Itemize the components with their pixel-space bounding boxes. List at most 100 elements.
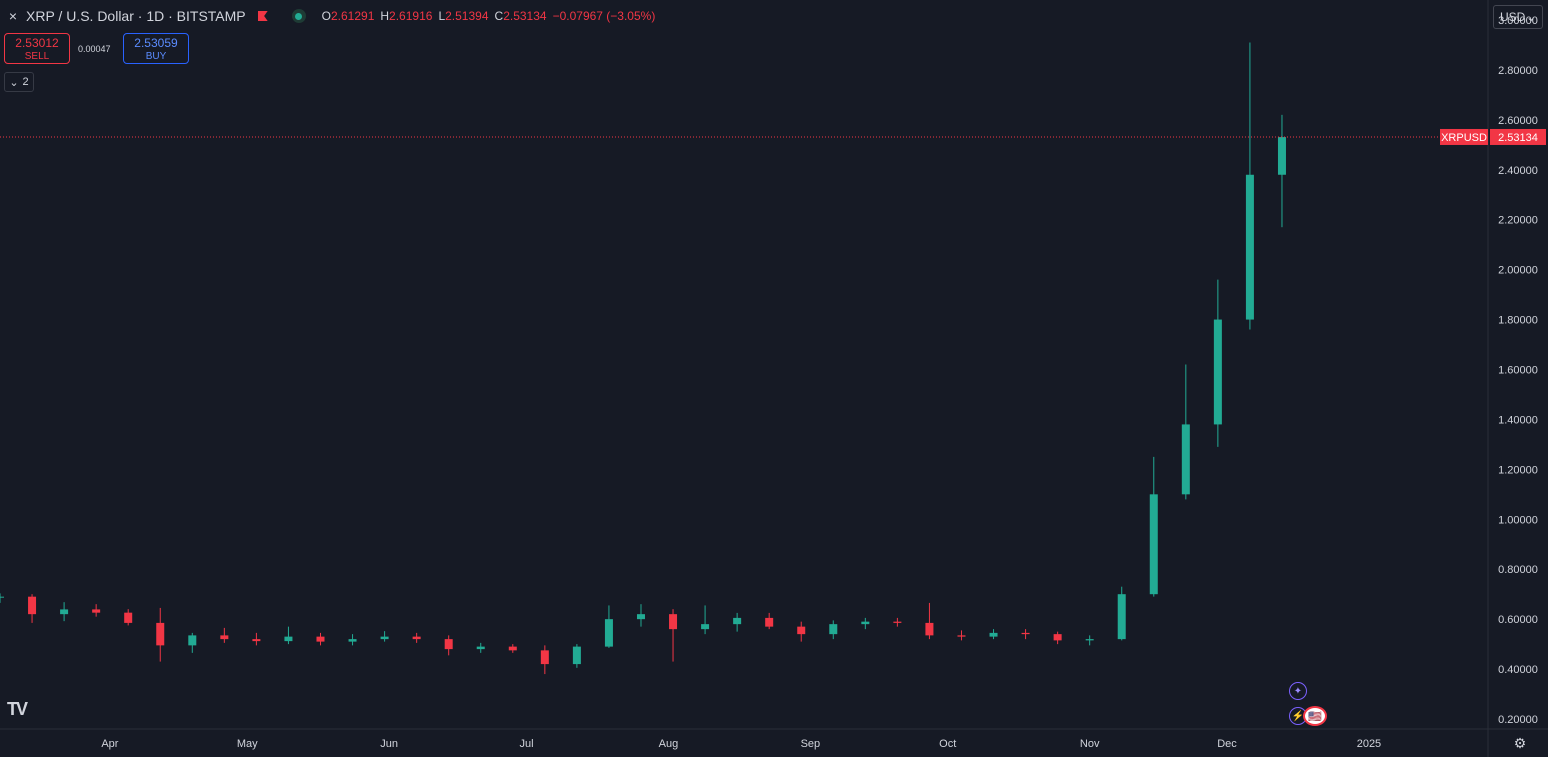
price-axis[interactable]: 0.20000 0.40000 0.60000 0.80000 1.00000 1.200… bbox=[1498, 15, 1538, 726]
last-price-label-bg bbox=[1490, 128, 1546, 145]
indicator-count: 2 bbox=[22, 76, 29, 88]
x-tick-label: 2025 bbox=[1357, 738, 1381, 750]
y-tick-label: 1.40000 bbox=[1498, 414, 1538, 426]
symbol-header: × XRP / U.S. Dollar · 1D · BITSTAMP O2.6… bbox=[6, 6, 655, 26]
candle-body bbox=[765, 617, 774, 627]
y-tick-label: 0.80000 bbox=[1498, 564, 1538, 576]
candle-body bbox=[540, 650, 549, 665]
buy-label: BUY bbox=[145, 51, 167, 62]
candle-body bbox=[444, 639, 453, 650]
candle-body bbox=[252, 639, 261, 642]
candle-body bbox=[92, 609, 101, 613]
indicators-toggle-button[interactable]: ⌄ 2 bbox=[4, 72, 34, 92]
y-tick-label: 2.40000 bbox=[1498, 165, 1538, 177]
candle-body bbox=[1181, 424, 1190, 495]
currency-label: USD bbox=[1500, 10, 1526, 24]
tradingview-logo[interactable]: TV bbox=[7, 699, 28, 719]
sell-button[interactable]: 2.53012 SELL bbox=[4, 33, 70, 64]
candle-body bbox=[829, 624, 838, 635]
candle-body bbox=[380, 636, 389, 640]
candle-body bbox=[1053, 634, 1062, 641]
sell-price: 2.53012 bbox=[15, 36, 59, 50]
candle-body bbox=[1213, 319, 1222, 425]
symbol-title[interactable]: XRP / U.S. Dollar · 1D · BITSTAMP bbox=[26, 8, 246, 24]
y-tick-label: 2.20000 bbox=[1498, 215, 1538, 227]
x-tick-label: Dec bbox=[1217, 738, 1237, 750]
candle-body bbox=[1085, 639, 1094, 641]
candle-body bbox=[925, 622, 934, 636]
last-price-label: 2.53134 bbox=[1498, 132, 1538, 144]
spread-value: 0.00047 bbox=[78, 44, 111, 54]
candle-body bbox=[124, 612, 133, 623]
star-icon[interactable]: ✦ bbox=[1289, 682, 1307, 700]
us-flag-icon[interactable]: 🇺🇸 bbox=[1303, 706, 1327, 726]
x-tick-label: Jul bbox=[519, 738, 533, 750]
high-label: H bbox=[380, 9, 390, 23]
candle-body bbox=[1117, 594, 1126, 640]
change-value: −0.07967 (−3.05%) bbox=[552, 9, 656, 23]
candle-body bbox=[316, 636, 325, 642]
candle-body bbox=[508, 646, 517, 651]
candle-body bbox=[572, 646, 581, 665]
candles-layer bbox=[0, 42, 1286, 675]
candle-body bbox=[1021, 632, 1030, 635]
candle-body bbox=[188, 635, 197, 646]
y-tick-label: 1.60000 bbox=[1498, 364, 1538, 376]
candle-body bbox=[28, 596, 37, 615]
candle-body bbox=[797, 626, 806, 635]
y-tick-label: 1.80000 bbox=[1498, 315, 1538, 327]
market-status-icon[interactable] bbox=[291, 9, 306, 23]
candle-body bbox=[1149, 494, 1158, 595]
candle-body bbox=[60, 609, 69, 615]
candle-body bbox=[989, 632, 998, 637]
x-tick-label: Sep bbox=[801, 738, 821, 750]
y-tick-label: 1.20000 bbox=[1498, 464, 1538, 476]
ohlc-values: O2.61291 H2.61916 L2.51394 C2.53134 −0.0… bbox=[322, 9, 656, 23]
x-tick-label: Jun bbox=[380, 738, 398, 750]
chevron-down-icon: ⌄ bbox=[9, 76, 19, 89]
x-tick-label: Apr bbox=[101, 738, 118, 750]
low-value: 2.51394 bbox=[445, 9, 489, 23]
time-axis[interactable]: Apr May Jun Jul Aug Sep Oct Nov Dec 2025 bbox=[101, 738, 1381, 750]
candle-body bbox=[284, 636, 293, 642]
y-tick-label: 0.40000 bbox=[1498, 664, 1538, 676]
x-tick-label: Aug bbox=[659, 738, 679, 750]
close-icon[interactable]: × bbox=[8, 8, 18, 24]
flag-icon[interactable] bbox=[257, 11, 268, 21]
candle-body bbox=[957, 635, 966, 637]
y-tick-label: 3.00000 bbox=[1498, 15, 1538, 27]
candle-body bbox=[1245, 174, 1254, 320]
y-tick-label: 0.60000 bbox=[1498, 614, 1538, 626]
symbol-price-label-bg bbox=[1440, 128, 1488, 145]
high-value: 2.61916 bbox=[389, 9, 433, 23]
y-tick-label: 2.80000 bbox=[1498, 65, 1538, 77]
currency-select[interactable]: USD ⌄ bbox=[1493, 5, 1543, 29]
close-label: C bbox=[494, 9, 504, 23]
x-tick-label: May bbox=[237, 738, 258, 750]
y-tick-label: 2.00000 bbox=[1498, 265, 1538, 277]
x-tick-label: Nov bbox=[1080, 738, 1100, 750]
low-label: L bbox=[438, 9, 446, 23]
buy-button[interactable]: 2.53059 BUY bbox=[123, 33, 189, 64]
y-tick-label: 0.20000 bbox=[1498, 714, 1538, 726]
candle-body bbox=[733, 617, 742, 625]
y-tick-label: 2.60000 bbox=[1498, 115, 1538, 127]
symbol-price-label: XRPUSD bbox=[1441, 132, 1487, 144]
candle-body bbox=[156, 622, 165, 646]
candle-body bbox=[412, 636, 421, 640]
x-tick-label: Oct bbox=[939, 738, 956, 750]
y-tick-label: 1.00000 bbox=[1498, 514, 1538, 526]
open-label: O bbox=[321, 9, 331, 23]
close-value: 2.53134 bbox=[503, 9, 547, 23]
open-value: 2.61291 bbox=[330, 9, 375, 23]
sell-label: SELL bbox=[24, 51, 50, 62]
gear-icon[interactable]: ⚙ bbox=[1513, 735, 1527, 751]
buy-price: 2.53059 bbox=[134, 36, 178, 50]
candle-body bbox=[1277, 137, 1286, 175]
candle-body bbox=[604, 619, 613, 647]
candle-body bbox=[636, 614, 645, 620]
candle-body bbox=[861, 621, 870, 625]
candle-body bbox=[669, 614, 678, 630]
candle-body bbox=[701, 624, 710, 630]
